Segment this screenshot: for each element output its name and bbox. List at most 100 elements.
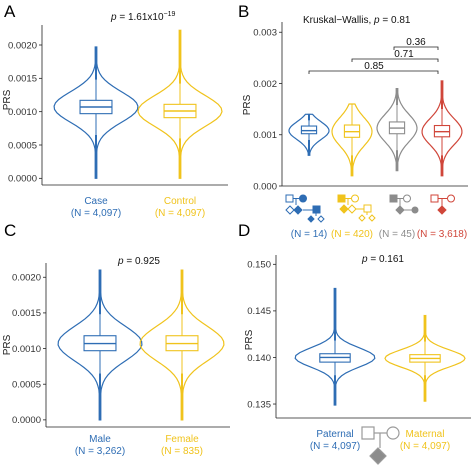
panel-b-tick-label: 0.003 [253,28,277,39]
panel-c-tick-label: 0.0015 [12,308,41,319]
pedigree-g3-square [389,194,398,203]
panel-d-group2-name: Maternal [406,429,445,440]
panel-a-pvalue: p = 1.61x10−19 [110,11,176,23]
pedigree-icon-group4 [430,194,455,215]
pedigree-g1-diamond-b [293,205,303,215]
pedigree-g2-diamond-c [358,214,366,222]
panel-c-ylabel: PRS [2,334,13,355]
panel-b-test-name: Kruskal−Wallis, [303,15,374,26]
bracket-0-36 [393,46,439,50]
panel-a-group2-n: (N = 4,097) [155,208,205,219]
mother-circle-icon [386,426,400,440]
panel-b-tick-label: 0.000 [253,181,277,192]
panel-b-tick-label: 0.001 [253,130,277,141]
pedigree-g1-diamond-c [307,215,315,223]
panel-b-pair-p-085: 0.85 [364,61,384,72]
pedigree-g3-circle [403,194,411,203]
pedigree-g3-diamond [395,205,405,215]
pedigree-g2-diamond-a [339,204,349,214]
panel-a-group1-n: (N = 4,097) [71,208,121,219]
panel-b-group3-n: (N = 45) [379,229,415,240]
panel-a-ylabel: PRS [2,89,13,110]
panel-c-p-symbol: p [117,256,124,267]
pedigree-g2-diamond-b [347,204,357,214]
panel-b: B Kruskal−Wallis, p = 0.81 PRS 0.0000.00… [238,2,468,240]
panel-b-kruskal: Kruskal−Wallis, p = 0.81 [303,15,411,26]
panel-c-tick-label: 0.0010 [12,344,41,355]
pedigree-g2-diamond-d [368,214,376,222]
panel-c-tick-label: 0.0005 [12,380,41,391]
panel-d: D p = 0.161 PRS 0.135 0.140 0.145 0.150 Pat… [238,221,471,465]
panel-d-plot [294,287,466,406]
pedigree-g4-diamond [437,205,447,215]
bracket-0-85 [308,70,439,74]
panel-c-letter: C [4,221,16,240]
panel-a-tick-label: 0.0000 [8,174,37,185]
panel-c-p-value: = 0.925 [124,256,161,267]
pedigree-icon-group1 [285,194,325,223]
panel-a-tick-label: 0.0005 [8,140,37,151]
panel-a-y-axis: 0.0000 0.0005 0.0010 0.0015 0.0020 [8,25,228,186]
panel-a-plot [53,29,223,179]
pedigree-g1-square-b [312,205,321,214]
panel-b-group4-n: (N = 3,618) [417,229,467,240]
panel-d-group1-name: Paternal [316,429,353,440]
panel-b-ylabel: PRS [242,94,253,115]
panel-d-tick-label: 0.145 [247,306,271,317]
panel-d-ylabel: PRS [244,329,255,350]
parent-offspring-icon [361,426,400,465]
panel-a-group1-name: Case [84,196,108,207]
panel-b-y-axis: 0.000 0.001 0.002 0.003 [253,22,468,192]
panel-b-letter: B [238,2,249,21]
panel-a-tick-label: 0.0015 [8,74,37,85]
panel-b-p-symbol: p [373,15,380,26]
panel-c-group2-n: (N = 835) [161,446,203,457]
panel-c-group2-name: Female [165,434,199,445]
panel-b-plot [288,80,463,177]
panel-a-p-symbol: p [110,12,117,23]
violin-b-1 [331,103,373,177]
pedigree-g4-square [430,194,439,203]
pedigree-icon-group2 [337,194,376,222]
panel-b-pair-p-071: 0.71 [394,49,414,60]
panel-a-tick-label: 0.0010 [8,107,37,118]
bracket-0-71 [351,58,439,62]
offspring-diamond-icon [369,447,387,465]
panel-a: A p = 1.61x10−19 PRS 0.0000 0.0005 0.0010 0… [2,2,228,219]
panel-a-letter: A [4,2,16,21]
panel-c-group1-n: (N = 3,262) [75,446,125,457]
panel-b-group2-n: (N = 420) [331,229,373,240]
violin-c-1 [139,269,225,421]
panel-b-tick-label: 0.002 [253,79,277,90]
father-square-icon [361,426,375,440]
panel-c-y-axis: 0.0000 0.0005 0.0010 0.0015 0.0020 [12,263,230,428]
panel-b-comparisons [308,46,439,74]
panel-b-pair-p-036: 0.36 [406,37,426,48]
panel-c-tick-label: 0.0020 [12,273,41,284]
panel-d-tick-label: 0.150 [247,260,271,271]
pedigree-g1-circle [299,194,307,203]
pedigree-g2-square-b [363,204,372,213]
pedigree-g2-square [337,194,346,203]
panel-d-y-axis: 0.135 0.140 0.145 0.150 [247,255,471,419]
pedigree-g1-diamond-d [317,215,325,223]
violin-c-0 [57,269,143,421]
panel-c-tick-label: 0.0000 [12,415,41,426]
panel-d-tick-label: 0.140 [247,353,271,364]
violin-b-0 [288,113,330,156]
panel-c-plot [57,269,225,421]
violin-b-3 [421,80,463,177]
panel-c-group1-name: Male [89,434,111,445]
panel-a-group2-name: Control [164,196,196,207]
panel-c-pvalue: p = 0.925 [117,256,160,267]
pedigree-g1-square [285,194,294,203]
panel-d-p-value: = 0.161 [368,254,405,265]
panel-b-group1-n: (N = 14) [291,229,327,240]
panel-a-p-text: = 1.61x10 [117,12,164,23]
panel-d-tick-label: 0.135 [247,399,271,410]
box-b-0 [300,125,318,135]
panel-d-group1-n: (N = 4,097) [310,441,360,452]
panel-b-p-value: = 0.81 [380,15,411,26]
pedigree-g2-circle [351,194,359,203]
pedigree-icon-group3 [389,194,419,215]
